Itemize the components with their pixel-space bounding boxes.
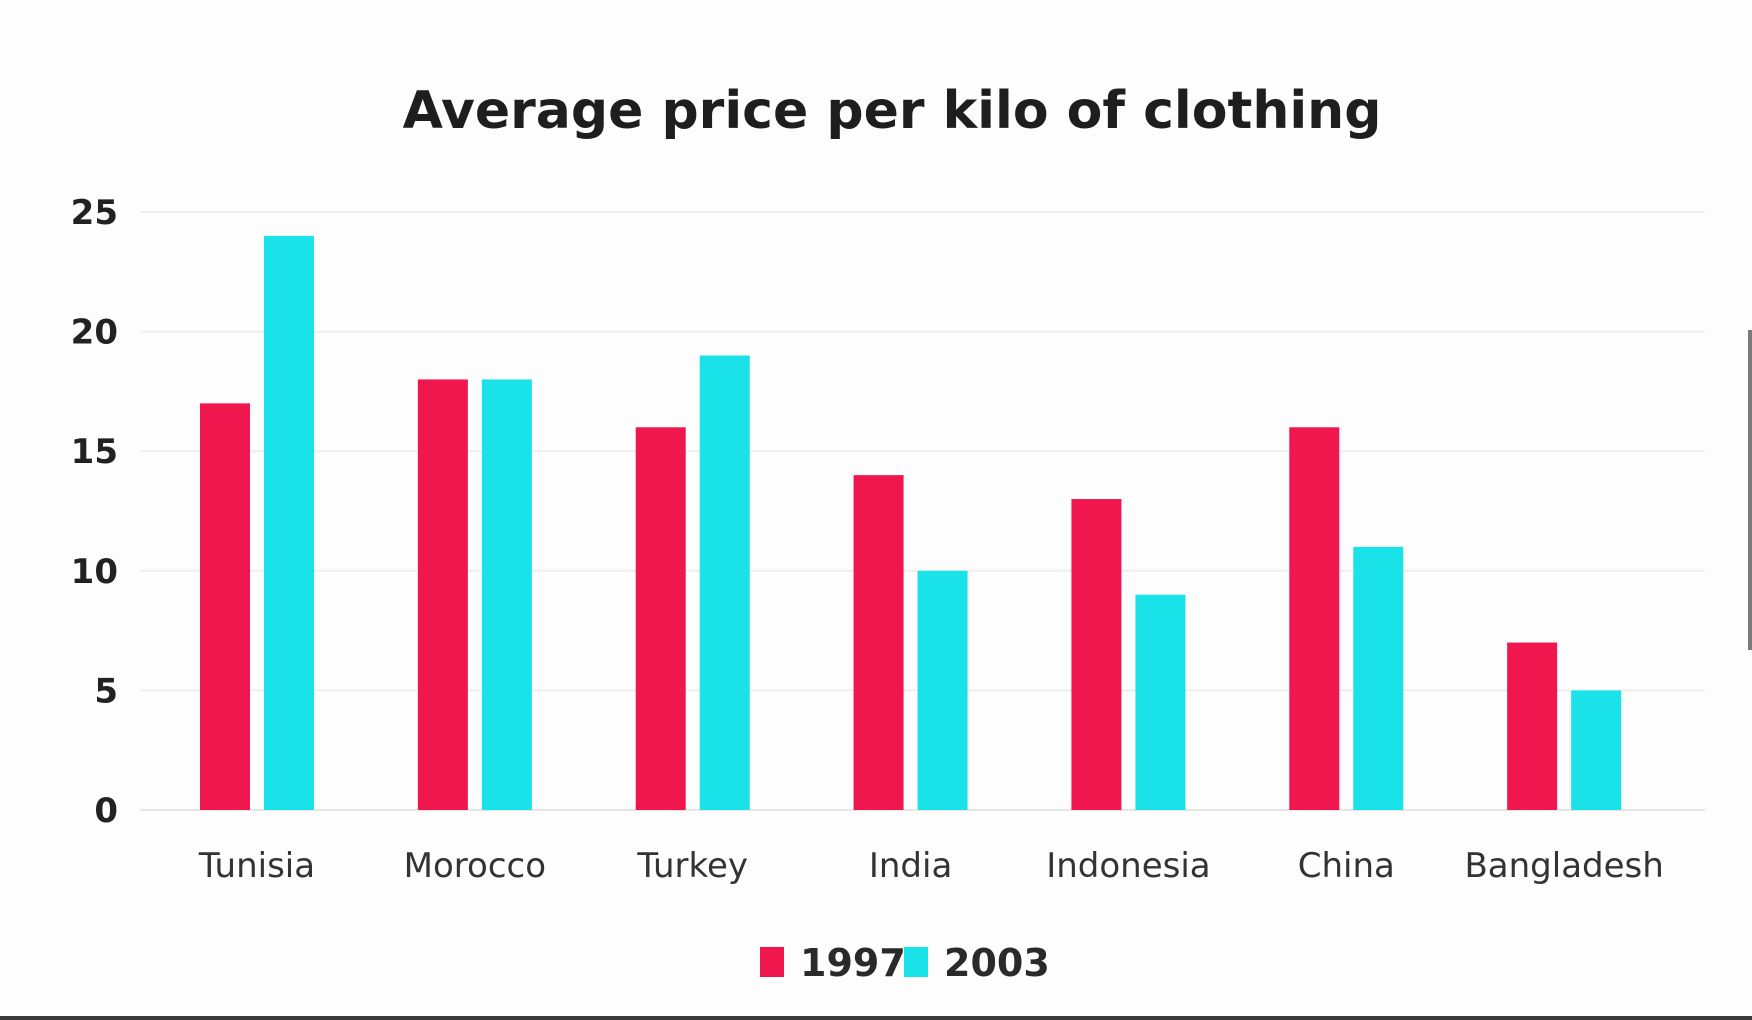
bar-2003-china	[1353, 546, 1404, 810]
legend-swatch	[760, 947, 784, 977]
x-tick-label: Morocco	[404, 846, 546, 886]
y-tick-label: 25	[71, 193, 118, 233]
y-tick-label: 15	[71, 432, 118, 472]
bar-2003-indonesia	[1135, 594, 1186, 810]
x-tick-label: Tunisia	[198, 846, 315, 886]
x-tick-label: Indonesia	[1046, 846, 1210, 886]
legend-swatch	[904, 947, 928, 977]
x-axis-ticks: Tunisia Morocco Turkey India Indonesia China B…	[198, 846, 1664, 886]
x-tick-label: India	[869, 846, 952, 886]
bottom-bar	[0, 1016, 1752, 1020]
bar-1997-turkey	[635, 427, 686, 810]
bar-2003-bangladesh	[1571, 690, 1622, 810]
bar-1997-bangladesh	[1507, 642, 1558, 810]
bar-1997-china	[1289, 427, 1340, 810]
legend-label: 2003	[944, 941, 1050, 985]
legend-label: 1997	[800, 941, 906, 985]
bar-1997-morocco	[417, 379, 468, 810]
y-tick-label: 0	[94, 791, 118, 831]
y-tick-label: 10	[71, 552, 118, 592]
bar-1997-tunisia	[200, 403, 250, 810]
chart-title: Average price per kilo of clothing	[403, 81, 1382, 141]
bar-1997-indonesia	[1071, 499, 1122, 810]
window-edge	[1748, 330, 1752, 650]
y-axis-ticks: 0 5 10 15 20 25	[71, 193, 118, 831]
bar-2003-turkey	[699, 355, 750, 810]
legend: 1997 2003	[760, 941, 1050, 985]
y-tick-label: 20	[71, 313, 118, 353]
x-tick-label: China	[1298, 846, 1395, 886]
bar-2003-india	[917, 570, 968, 810]
bar-1997-india	[853, 475, 904, 810]
x-tick-label: Turkey	[636, 846, 748, 886]
y-tick-label: 5	[94, 671, 118, 711]
bar-2003-morocco	[481, 379, 532, 810]
x-tick-label: Bangladesh	[1464, 846, 1663, 886]
bar-2003-tunisia	[264, 235, 314, 811]
bars	[200, 235, 1622, 811]
